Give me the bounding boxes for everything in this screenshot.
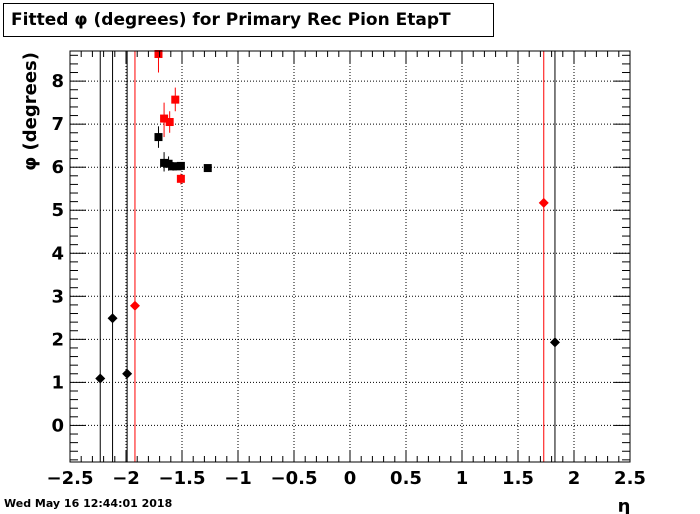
x-tick-label: −1.5 bbox=[159, 468, 206, 489]
x-tick-label: −2 bbox=[112, 468, 140, 489]
data-point-diamond bbox=[122, 368, 133, 379]
y-tick-label: 7 bbox=[51, 114, 64, 135]
data-point-square bbox=[203, 164, 212, 173]
data-point-square bbox=[160, 158, 169, 167]
x-tick-label: 1 bbox=[456, 468, 469, 489]
timestamp: Wed May 16 12:44:01 2018 bbox=[4, 497, 173, 510]
x-tick-label: 1.5 bbox=[502, 468, 534, 489]
data-point-square bbox=[176, 161, 185, 170]
data-point-diamond bbox=[95, 373, 106, 384]
data-point-diamond bbox=[549, 337, 560, 348]
y-tick-label: 8 bbox=[51, 71, 64, 92]
x-tick-label: −2.5 bbox=[47, 468, 94, 489]
data-point-square bbox=[169, 162, 178, 171]
data-point-square bbox=[154, 50, 163, 59]
x-tick-label: −0.5 bbox=[271, 468, 318, 489]
data-point-diamond bbox=[107, 313, 118, 324]
chart-title: Fitted φ (degrees) for Primary Rec Pion … bbox=[11, 10, 451, 30]
data-point-square bbox=[164, 159, 173, 168]
data-point-diamond bbox=[129, 300, 140, 311]
y-tick-label: 5 bbox=[51, 200, 64, 221]
y-tick-label: 6 bbox=[51, 157, 64, 178]
y-tick-label: 1 bbox=[51, 372, 64, 393]
data-point-square bbox=[176, 174, 185, 183]
axes: −2.5 −2 −1.5 −1 −0.5 0 0.5 1 1.5 2 2.5 0 1 2 3 4 5 6 7 8 bbox=[47, 51, 646, 489]
grid bbox=[70, 51, 630, 462]
data-point-square bbox=[165, 118, 174, 127]
data-point-diamond bbox=[538, 197, 549, 208]
x-tick-label: 0 bbox=[344, 468, 357, 489]
chart-title-box: Fitted φ (degrees) for Primary Rec Pion … bbox=[3, 3, 494, 37]
y-tick-label: 4 bbox=[51, 243, 64, 264]
y-tick-label: 2 bbox=[51, 329, 64, 350]
data-point-square bbox=[160, 114, 169, 123]
x-tick-label: 2 bbox=[568, 468, 581, 489]
y-tick-label: 3 bbox=[51, 286, 64, 307]
data-points bbox=[95, 50, 560, 462]
data-point-square bbox=[171, 95, 180, 104]
x-axis-title: η bbox=[618, 496, 631, 514]
x-tick-label: 0.5 bbox=[390, 468, 422, 489]
y-tick-label: 0 bbox=[51, 415, 64, 436]
x-tick-label: 2.5 bbox=[614, 468, 646, 489]
plot-frame bbox=[69, 50, 631, 463]
y-axis-title: φ (degrees) bbox=[20, 52, 41, 171]
x-tick-label: −1 bbox=[224, 468, 252, 489]
data-point-square bbox=[154, 133, 163, 142]
